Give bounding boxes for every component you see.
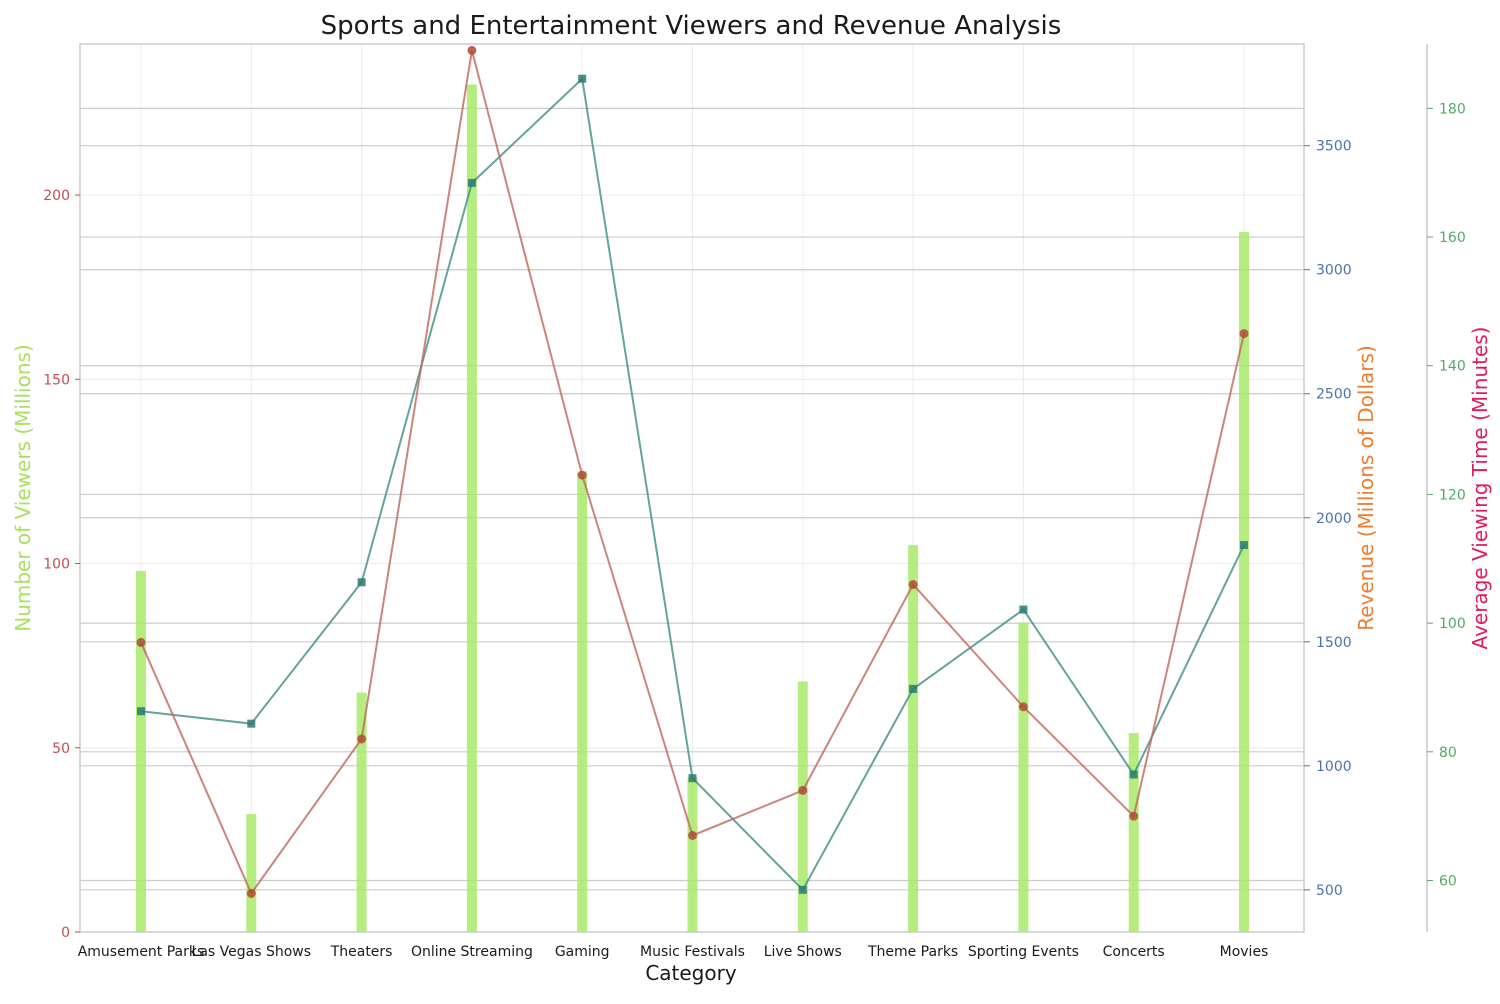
plot-frame [79, 43, 1305, 933]
y-tick-label-viewing-time: 180 [1439, 101, 1466, 117]
x-tick-label: Music Festivals [640, 944, 745, 960]
y-tick-label-viewers: 0 [61, 925, 70, 941]
data-point-square [1019, 605, 1028, 614]
y-axis-label-viewing-time: Average Viewing Time (Minutes) [1468, 327, 1492, 650]
y-tick-label-revenue: 2000 [1316, 511, 1352, 527]
data-point-circle [1018, 702, 1028, 712]
y-tick-label-revenue: 3500 [1316, 139, 1352, 155]
y-tick-label-viewers: 50 [52, 741, 70, 757]
y-tick-label-viewing-time: 80 [1439, 745, 1457, 761]
bar-series-viewers [136, 84, 1249, 933]
y-tick-label-revenue: 2500 [1316, 387, 1352, 403]
y-axis-label-revenue: Revenue (Millions of Dollars) [1354, 345, 1378, 631]
bar [356, 692, 367, 932]
y-tick-label-viewing-time: 160 [1439, 230, 1466, 246]
data-point-circle [1239, 329, 1249, 339]
x-axis-label: Category [645, 961, 737, 985]
bar [246, 814, 257, 932]
x-tick-label: Amusement Parks [78, 944, 205, 960]
data-point-square [357, 578, 366, 587]
bar [136, 570, 146, 932]
y-tick-label-revenue: 1500 [1316, 635, 1352, 651]
x-tick-label: Online Streaming [411, 944, 533, 960]
y-tick-label-viewers: 150 [43, 372, 70, 388]
data-point-square [1240, 541, 1248, 550]
data-point-circle [467, 45, 477, 55]
line-series-viewing_time [136, 45, 1249, 898]
x-tick-label: Las Vegas Shows [192, 944, 312, 960]
bar [1018, 622, 1029, 932]
line-series [136, 45, 1249, 898]
x-tick-label: Concerts [1103, 944, 1165, 960]
chart-title: Sports and Entertainment Viewers and Rev… [321, 11, 1062, 41]
bar [797, 681, 808, 932]
y-axis-label-viewers: Number of Viewers (Millions) [11, 344, 35, 632]
bar [908, 545, 919, 932]
x-tick-label: Sporting Events [968, 944, 1079, 960]
data-point-square [688, 774, 697, 783]
x-tick-label: Theme Parks [867, 944, 958, 960]
y-tick-label-revenue: 1000 [1316, 759, 1352, 775]
data-point-circle [136, 637, 146, 647]
x-tick-label: Gaming [555, 944, 610, 960]
y-tick-label-viewing-time: 100 [1439, 616, 1466, 632]
data-point-square [467, 178, 476, 187]
data-point-square [137, 707, 145, 716]
data-point-circle [1129, 811, 1139, 821]
axes: 0 50 100 150 200 500 1000 1500 2000 2500 3000 3500 6… [43, 43, 1466, 960]
y-tick-label-revenue: 500 [1316, 883, 1343, 899]
data-point-square [909, 684, 918, 693]
x-tick-label: Movies [1220, 944, 1269, 960]
y-tick-label-viewing-time: 120 [1439, 487, 1466, 503]
bar [1239, 231, 1249, 933]
y-tick-label-viewers: 200 [43, 188, 70, 204]
x-tick-label: Theaters [330, 944, 393, 960]
y-tick-label-revenue: 3000 [1316, 263, 1352, 279]
bar [577, 471, 588, 932]
bar [687, 777, 698, 932]
data-point-circle [357, 734, 367, 744]
bar [466, 84, 477, 932]
y-tick-label-viewing-time: 60 [1439, 874, 1457, 890]
data-point-square [1129, 770, 1138, 779]
y-tick-label-viewers: 100 [43, 557, 70, 573]
data-point-square [578, 74, 587, 83]
bar [1128, 733, 1139, 932]
line-series-revenue [137, 74, 1248, 894]
data-point-circle [908, 580, 918, 590]
data-point-square [798, 885, 807, 894]
data-point-circle [577, 470, 587, 480]
y-tick-label-viewing-time: 140 [1439, 359, 1466, 375]
data-point-circle [688, 830, 697, 840]
data-point-square [247, 719, 256, 728]
data-point-circle [798, 785, 808, 795]
data-point-circle [246, 888, 256, 898]
x-tick-label: Live Shows [764, 944, 842, 960]
